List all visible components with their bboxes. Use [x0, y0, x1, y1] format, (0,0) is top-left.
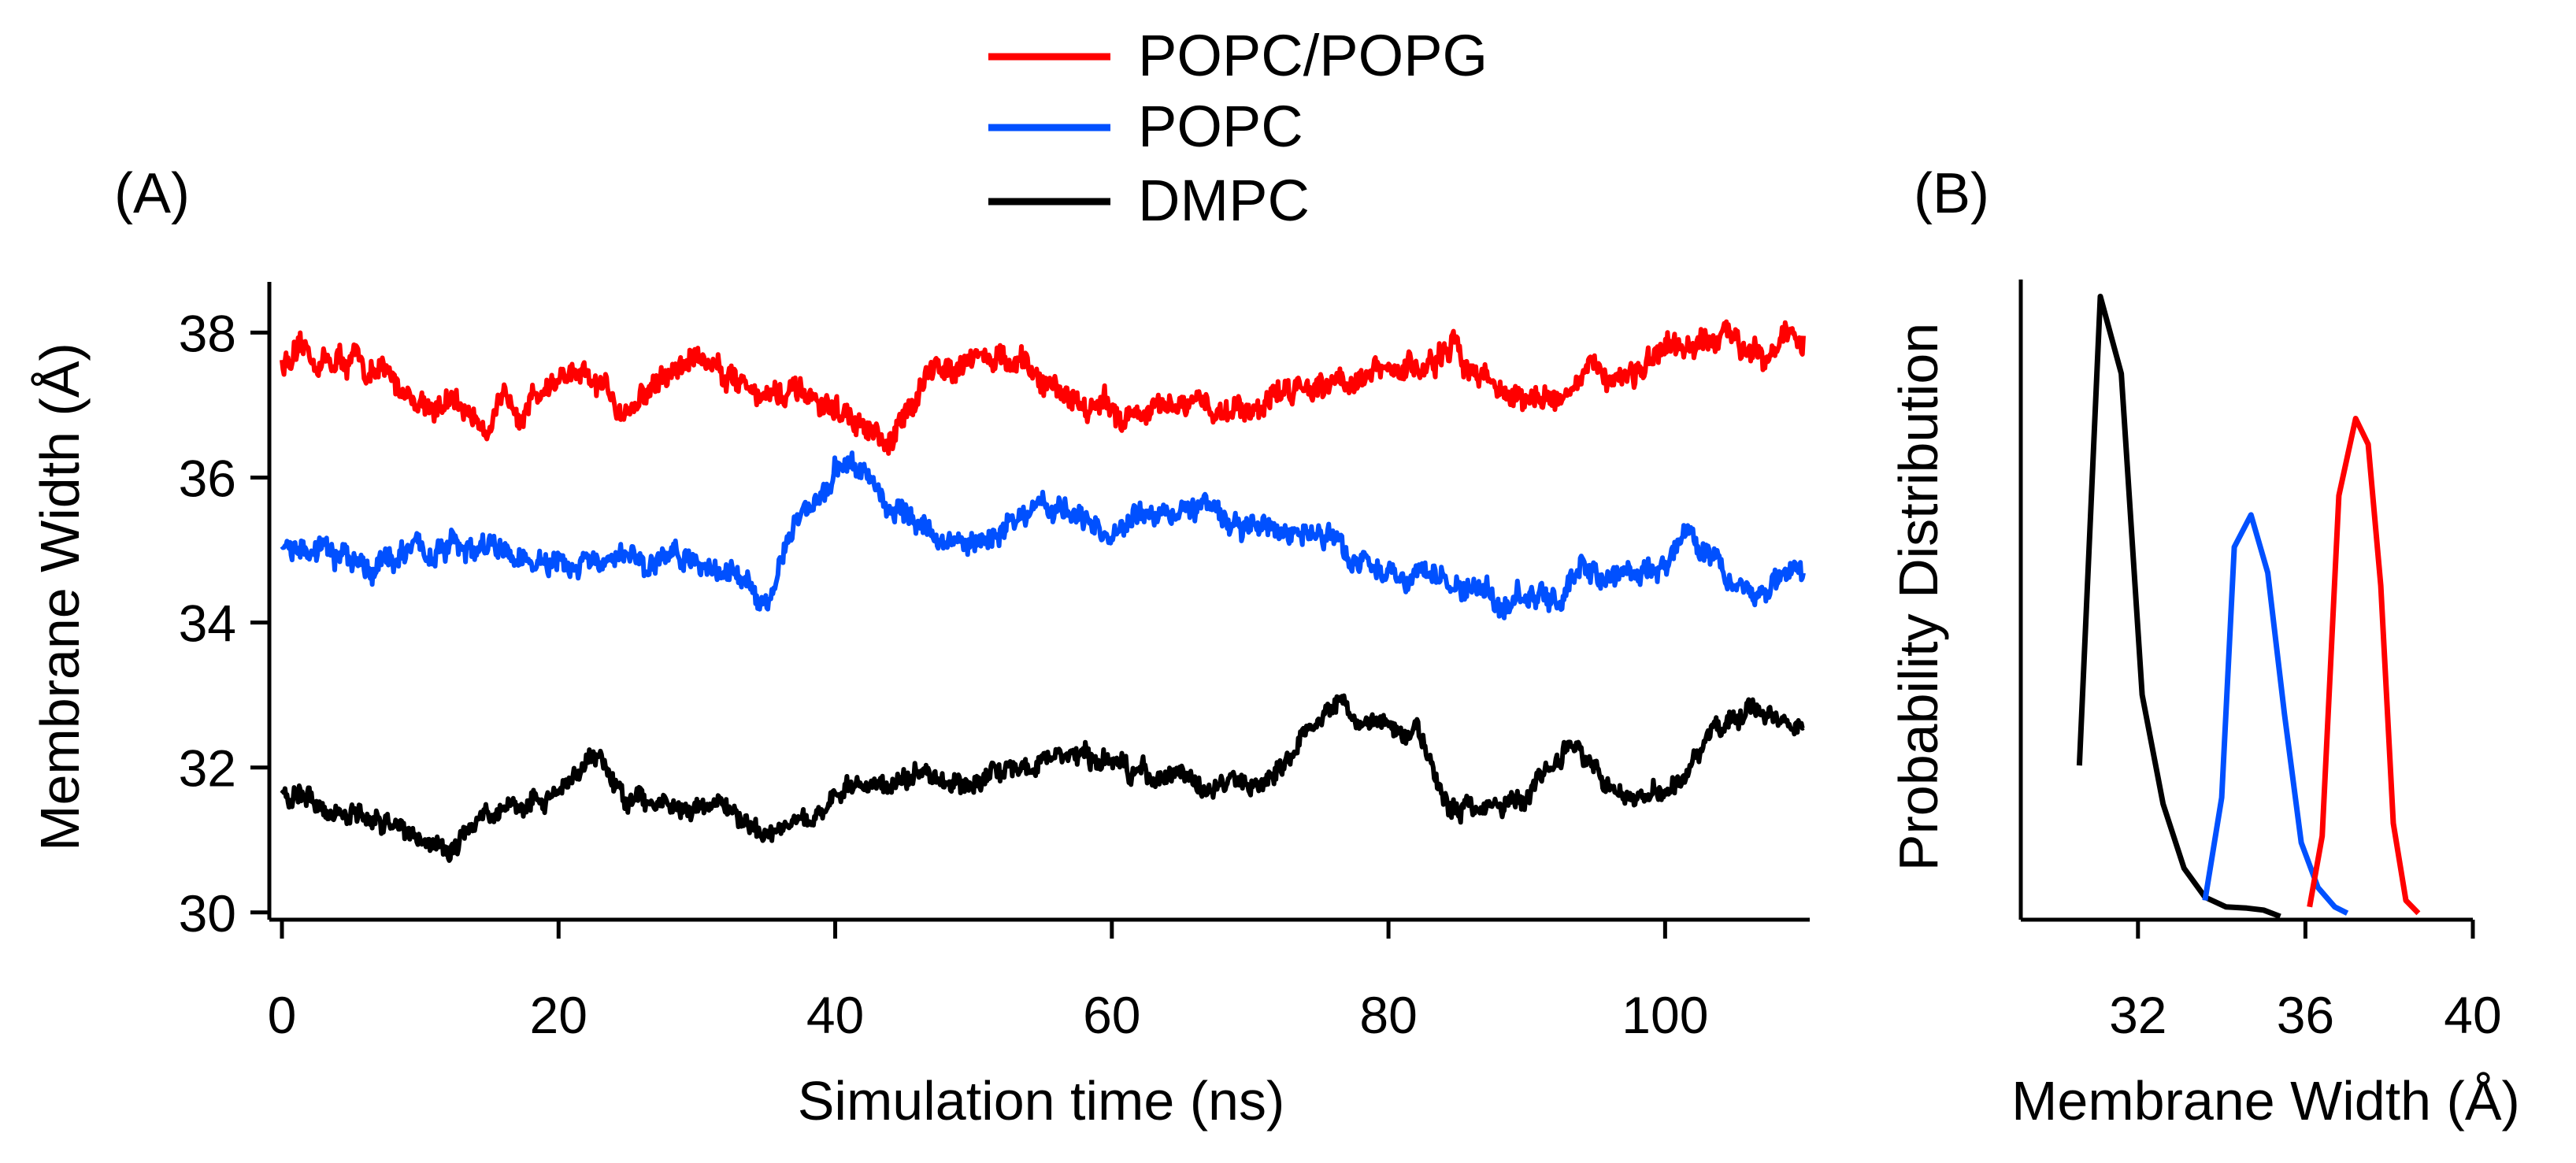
panel-b-label: (B) [1914, 162, 1989, 225]
panel-b-series-dmpc [2076, 294, 2281, 920]
legend-label-dmpc: DMPC [1138, 168, 1310, 233]
panel-b: (B) 32 36 40 Membrane Width (Å) Probabilit… [1888, 162, 2520, 1132]
panel-a-x-axis-title: Simulation time (ns) [798, 1070, 1285, 1132]
panel-a-x-tick-label: 40 [806, 986, 864, 1044]
panel-a-series-dmpc [280, 693, 1805, 863]
panel-a-x-tick-label: 0 [268, 986, 297, 1044]
panel-a-y-tick-label: 32 [179, 739, 236, 798]
panel-a-series-popc [280, 450, 1806, 620]
panel-b-x-tick-label: 40 [2444, 986, 2501, 1044]
panel-b-series-popc [2202, 512, 2349, 916]
legend-label-popc-popg: POPC/POPG [1138, 23, 1488, 88]
panel-b-series-popg [2307, 416, 2421, 916]
panel-a-y-tick-label: 34 [179, 594, 236, 653]
panel-a-y-tick-label: 30 [179, 884, 236, 943]
panel-a-x-tick-label: 80 [1359, 986, 1417, 1044]
legend-label-popc: POPC [1138, 94, 1303, 159]
panel-a: (A) 30 32 34 36 38 0 20 40 60 80 100 Simulation t… [29, 162, 1810, 1132]
legend: POPC/POPG POPC DMPC [988, 23, 1488, 233]
panel-a-y-tick-label: 38 [179, 304, 236, 362]
panel-a-x-tick-label: 100 [1622, 986, 1708, 1044]
panel-a-series-popc-popg [280, 319, 1806, 456]
panel-a-x-tick-label: 60 [1083, 986, 1140, 1044]
panel-b-x-axis-title: Membrane Width (Å) [2011, 1070, 2520, 1132]
panel-a-x-tick-label: 20 [530, 986, 587, 1044]
panel-a-y-tick-label: 36 [179, 450, 236, 508]
panel-b-y-axis-title: Probability Distribution [1888, 323, 1949, 871]
panel-b-x-tick-label: 36 [2277, 986, 2334, 1044]
panel-a-y-axis-title: Membrane Width (Å) [29, 343, 91, 851]
panel-a-label: (A) [114, 162, 190, 225]
panel-b-x-tick-label: 32 [2109, 986, 2166, 1044]
